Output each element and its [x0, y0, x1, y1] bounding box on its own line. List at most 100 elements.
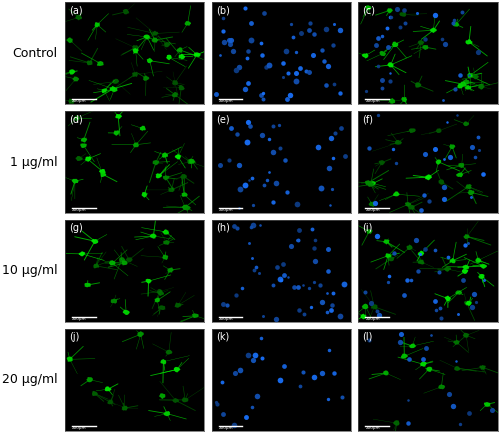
Polygon shape: [110, 261, 115, 265]
Polygon shape: [362, 304, 368, 309]
Point: [426, 332, 434, 339]
Point: [468, 304, 476, 310]
Polygon shape: [454, 341, 459, 344]
Point: [289, 34, 297, 41]
Point: [378, 33, 386, 40]
Point: [306, 20, 314, 27]
Point: [454, 311, 462, 318]
Point: [374, 63, 382, 70]
Point: [309, 52, 317, 58]
Point: [370, 200, 378, 207]
Point: [234, 225, 241, 232]
Polygon shape: [193, 314, 198, 317]
Point: [284, 274, 292, 281]
Point: [374, 311, 382, 318]
Polygon shape: [82, 138, 86, 142]
Polygon shape: [164, 176, 168, 180]
Polygon shape: [154, 161, 158, 165]
Point: [224, 37, 232, 44]
Point: [404, 277, 411, 284]
Point: [234, 130, 241, 137]
Text: (i): (i): [362, 223, 373, 233]
Polygon shape: [68, 357, 72, 361]
Point: [274, 122, 282, 129]
Point: [367, 299, 375, 306]
Polygon shape: [173, 81, 178, 84]
Point: [372, 307, 380, 314]
Polygon shape: [459, 164, 464, 167]
Point: [242, 139, 250, 145]
Polygon shape: [76, 15, 82, 19]
Polygon shape: [439, 385, 444, 388]
Point: [272, 315, 280, 322]
Text: (b): (b): [216, 5, 230, 15]
Point: [287, 242, 295, 249]
Point: [362, 87, 370, 94]
Point: [436, 304, 444, 311]
Point: [300, 310, 308, 317]
Polygon shape: [416, 83, 420, 87]
Point: [310, 279, 318, 286]
Polygon shape: [160, 394, 165, 398]
Point: [440, 195, 448, 202]
Polygon shape: [98, 62, 103, 65]
Polygon shape: [182, 398, 188, 401]
Polygon shape: [150, 234, 156, 238]
Point: [460, 276, 468, 283]
Point: [327, 307, 335, 313]
Polygon shape: [74, 116, 79, 120]
Polygon shape: [407, 246, 412, 249]
Polygon shape: [133, 46, 138, 49]
Point: [475, 146, 483, 153]
Point: [450, 16, 458, 23]
Polygon shape: [88, 61, 92, 65]
Polygon shape: [427, 368, 432, 371]
Polygon shape: [464, 333, 468, 337]
Text: (l): (l): [362, 332, 373, 342]
Polygon shape: [166, 350, 172, 354]
Point: [212, 90, 220, 97]
Point: [340, 152, 348, 159]
Point: [245, 177, 253, 184]
Polygon shape: [468, 74, 472, 78]
Point: [328, 302, 336, 309]
Point: [322, 81, 330, 88]
Polygon shape: [163, 230, 168, 234]
Point: [438, 97, 446, 104]
Point: [258, 131, 266, 138]
Polygon shape: [176, 155, 180, 159]
Point: [470, 291, 478, 298]
Polygon shape: [81, 144, 86, 147]
Polygon shape: [156, 298, 159, 302]
Text: 200μm: 200μm: [218, 426, 233, 430]
Point: [278, 276, 285, 283]
Polygon shape: [102, 89, 106, 93]
Polygon shape: [114, 79, 118, 83]
Polygon shape: [380, 52, 385, 55]
Polygon shape: [76, 157, 82, 160]
Polygon shape: [361, 314, 366, 319]
Point: [416, 251, 424, 258]
Polygon shape: [70, 70, 74, 74]
Text: 200μm: 200μm: [72, 317, 86, 321]
Point: [227, 37, 235, 44]
Polygon shape: [366, 6, 371, 10]
Point: [262, 177, 270, 184]
Point: [250, 352, 258, 359]
Polygon shape: [176, 303, 180, 307]
Text: (h): (h): [216, 223, 230, 233]
Point: [235, 161, 243, 168]
Polygon shape: [152, 32, 158, 35]
Point: [324, 268, 332, 275]
Text: 20 μg/ml: 20 μg/ml: [2, 373, 58, 386]
Polygon shape: [400, 13, 406, 16]
Polygon shape: [394, 421, 399, 425]
Point: [276, 276, 284, 283]
Point: [262, 63, 270, 70]
Point: [366, 337, 374, 344]
Point: [382, 25, 390, 32]
Polygon shape: [479, 85, 484, 89]
Polygon shape: [146, 279, 151, 283]
Point: [318, 298, 326, 305]
Point: [456, 421, 464, 428]
